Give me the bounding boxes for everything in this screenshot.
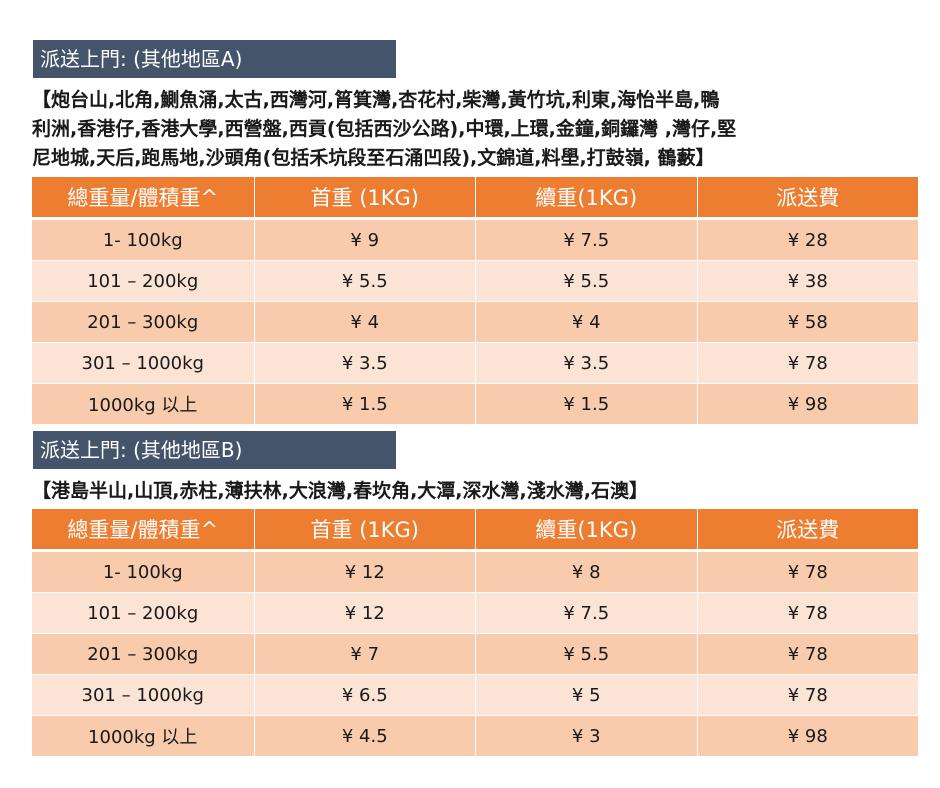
header-additional-weight: 續重(1KG) [475,177,697,220]
additional-weight-cell: ¥ 7.5 [475,220,697,261]
header-first-weight: 首重 (1KG) [253,177,475,220]
first-weight-cell: ¥ 6.5 [253,675,475,716]
first-weight-cell: ¥ 4 [253,302,475,343]
header-weight: 總重量/體積重^ [32,509,254,552]
additional-weight-cell: ¥ 3 [475,716,697,757]
first-weight-cell: ¥ 4.5 [253,716,475,757]
delivery-fee-cell: ¥ 98 [696,716,918,757]
areas-line: 【港島半山,山頂,赤柱,薄扶林,大浪灣,春坎角,大潭,深水灣,淺水灣,石澳】 [32,480,648,502]
header-delivery-fee: 派送費 [696,509,918,552]
areas-line: 利洲,香港仔,香港大學,西營盤,西貢(包括西沙公路),中環,上環,金鐘,銅鑼灣 … [32,118,737,140]
weight-cell: 1- 100kg [32,552,254,593]
weight-cell: 1000kg 以上 [32,384,254,425]
section-a-areas: 【炮台山,北角,鰂魚涌,太古,西灣河,筲箕灣,杏花村,柴灣,黃竹坑,利東,海怡半… [32,86,736,173]
first-weight-cell: ¥ 5.5 [253,261,475,302]
additional-weight-cell: ¥ 5.5 [475,634,697,675]
table-header-row: 總重量/體積重^ 首重 (1KG) 續重(1KG) 派送費 [32,177,918,220]
section-b-rate-table: 總重量/體積重^ 首重 (1KG) 續重(1KG) 派送費 1- 100kg ¥… [32,509,918,757]
delivery-fee-cell: ¥ 58 [696,302,918,343]
delivery-fee-cell: ¥ 78 [696,634,918,675]
header-weight: 總重量/體積重^ [32,177,254,220]
delivery-fee-cell: ¥ 78 [696,343,918,384]
additional-weight-cell: ¥ 1.5 [475,384,697,425]
weight-cell: 201 – 300kg [32,302,254,343]
additional-weight-cell: ¥ 5 [475,675,697,716]
additional-weight-cell: ¥ 5.5 [475,261,697,302]
table-row: 301 – 1000kg ¥ 6.5 ¥ 5 ¥ 78 [32,675,918,716]
header-delivery-fee: 派送費 [696,177,918,220]
table-row: 1- 100kg ¥ 12 ¥ 8 ¥ 78 [32,552,918,593]
weight-cell: 101 – 200kg [32,261,254,302]
section-a-title: 派送上門: (其他地區A) [33,40,396,78]
first-weight-cell: ¥ 7 [253,634,475,675]
additional-weight-cell: ¥ 7.5 [475,593,697,634]
section-b-areas: 【港島半山,山頂,赤柱,薄扶林,大浪灣,春坎角,大潭,深水灣,淺水灣,石澳】 [32,477,648,506]
weight-cell: 201 – 300kg [32,634,254,675]
weight-cell: 301 – 1000kg [32,343,254,384]
delivery-fee-cell: ¥ 28 [696,220,918,261]
additional-weight-cell: ¥ 8 [475,552,697,593]
delivery-fee-cell: ¥ 98 [696,384,918,425]
weight-cell: 301 – 1000kg [32,675,254,716]
header-additional-weight: 續重(1KG) [475,509,697,552]
areas-line: 【炮台山,北角,鰂魚涌,太古,西灣河,筲箕灣,杏花村,柴灣,黃竹坑,利東,海怡半… [32,89,720,111]
table-row: 1- 100kg ¥ 9 ¥ 7.5 ¥ 28 [32,220,918,261]
delivery-fee-cell: ¥ 38 [696,261,918,302]
first-weight-cell: ¥ 1.5 [253,384,475,425]
section-b-title: 派送上門: (其他地區B) [33,431,396,469]
section-a-rate-table: 總重量/體積重^ 首重 (1KG) 續重(1KG) 派送費 1- 100kg ¥… [32,177,918,425]
table-row: 1000kg 以上 ¥ 1.5 ¥ 1.5 ¥ 98 [32,384,918,425]
weight-cell: 1- 100kg [32,220,254,261]
weight-cell: 101 – 200kg [32,593,254,634]
table-row: 101 – 200kg ¥ 5.5 ¥ 5.5 ¥ 38 [32,261,918,302]
table-row: 201 – 300kg ¥ 7 ¥ 5.5 ¥ 78 [32,634,918,675]
first-weight-cell: ¥ 12 [253,552,475,593]
table-header-row: 總重量/體積重^ 首重 (1KG) 續重(1KG) 派送費 [32,509,918,552]
delivery-fee-cell: ¥ 78 [696,552,918,593]
table-row: 1000kg 以上 ¥ 4.5 ¥ 3 ¥ 98 [32,716,918,757]
delivery-fee-cell: ¥ 78 [696,593,918,634]
header-first-weight: 首重 (1KG) [253,509,475,552]
table-row: 201 – 300kg ¥ 4 ¥ 4 ¥ 58 [32,302,918,343]
table-row: 301 – 1000kg ¥ 3.5 ¥ 3.5 ¥ 78 [32,343,918,384]
additional-weight-cell: ¥ 4 [475,302,697,343]
areas-line: 尼地城,天后,跑馬地,沙頭角(包括禾坑段至石涌凹段),文錦道,料壆,打鼓嶺, 鶴… [32,147,715,169]
table-row: 101 – 200kg ¥ 12 ¥ 7.5 ¥ 78 [32,593,918,634]
first-weight-cell: ¥ 12 [253,593,475,634]
additional-weight-cell: ¥ 3.5 [475,343,697,384]
first-weight-cell: ¥ 3.5 [253,343,475,384]
first-weight-cell: ¥ 9 [253,220,475,261]
delivery-fee-cell: ¥ 78 [696,675,918,716]
weight-cell: 1000kg 以上 [32,716,254,757]
